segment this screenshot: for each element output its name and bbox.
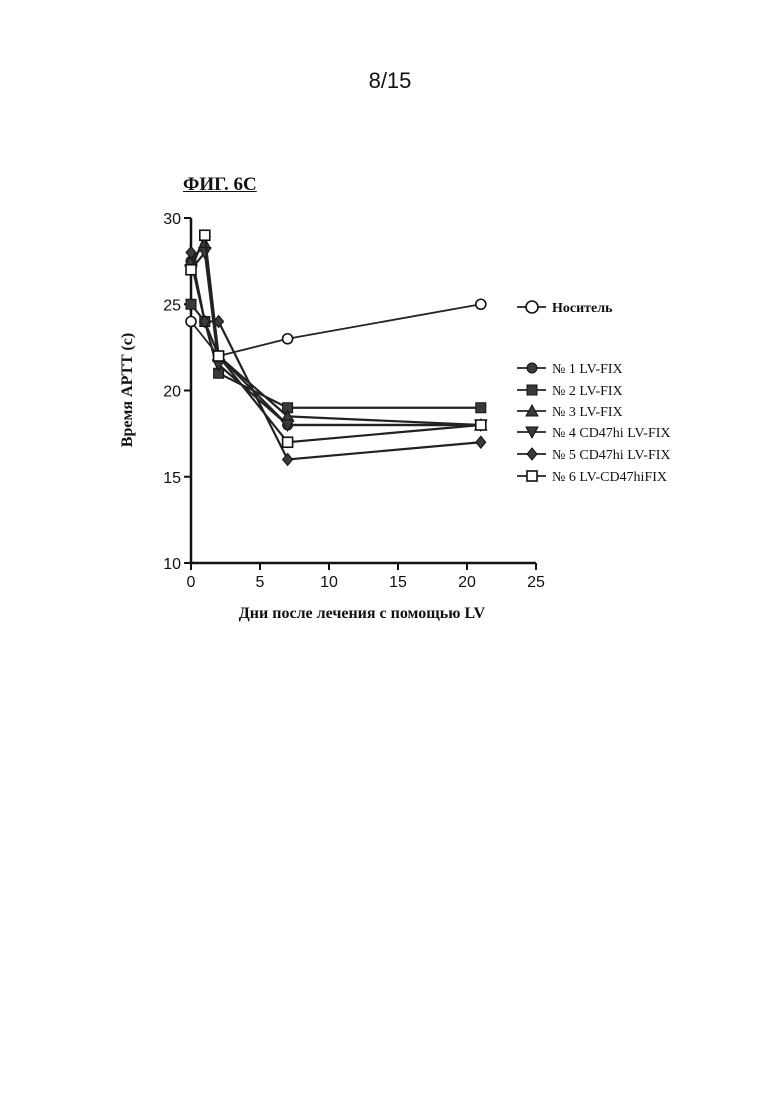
- legend-item-1: Носитель: [517, 301, 613, 316]
- legend-marker: [526, 301, 538, 313]
- legend-item-6: № 5 CD47hi LV-FIX: [517, 448, 671, 463]
- y-tick-label: 15: [163, 470, 181, 487]
- legend-marker: [527, 385, 537, 395]
- legend-item-5: № 4 CD47hi LV-FIX: [517, 426, 671, 441]
- series-3: [186, 299, 486, 413]
- series-line: [191, 304, 481, 356]
- legend-label: Носитель: [552, 301, 613, 316]
- series-line: [191, 261, 481, 425]
- legend-label: № 1 LV-FIX: [552, 362, 623, 377]
- legend-label: № 3 LV-FIX: [552, 405, 623, 420]
- x-axis-label: Дни после лечения с помощью LV: [239, 605, 486, 622]
- legend-item-4: № 3 LV-FIX: [517, 405, 623, 420]
- data-point: [186, 299, 196, 309]
- series-6: [186, 247, 486, 466]
- legend-label: № 5 CD47hi LV-FIX: [552, 448, 671, 463]
- data-point: [476, 403, 486, 413]
- data-point: [283, 437, 293, 447]
- data-point: [186, 317, 196, 327]
- x-tick-label: 10: [320, 574, 338, 591]
- series-4: [185, 238, 487, 430]
- y-tick-label: 30: [163, 211, 181, 228]
- data-point: [476, 420, 486, 430]
- legend-item-3: № 2 LV-FIX: [517, 384, 623, 399]
- y-tick-label: 20: [163, 384, 181, 401]
- series-line: [191, 304, 481, 408]
- data-point: [476, 299, 486, 309]
- legend: Носитель № 1 LV-FIX № 2 LV-FIX № 3 LV-FIX № …: [517, 301, 671, 485]
- series-2: [186, 256, 486, 430]
- legend-label: № 6 LV-CD47hiFIX: [552, 470, 667, 485]
- data-point: [476, 436, 486, 448]
- axes: 10 15 20 25 30 0 5 10 15 20 25: [163, 211, 545, 591]
- data-point: [200, 230, 210, 240]
- series-line: [191, 244, 481, 425]
- legend-item-2: № 1 LV-FIX: [517, 362, 623, 377]
- x-tick-label: 0: [187, 574, 196, 591]
- legend-marker: [527, 448, 537, 460]
- legend-marker: [527, 471, 537, 481]
- legend-label: № 2 LV-FIX: [552, 384, 623, 399]
- x-tick-label: 15: [389, 574, 407, 591]
- legend-label: № 4 CD47hi LV-FIX: [552, 426, 671, 441]
- series-7: [186, 230, 486, 447]
- data-point: [283, 334, 293, 344]
- series-layer: [185, 230, 487, 465]
- x-tick-label: 25: [527, 574, 545, 591]
- data-point: [186, 265, 196, 275]
- legend-marker: [527, 363, 537, 373]
- series-line: [191, 253, 481, 426]
- y-tick-label: 25: [163, 297, 181, 314]
- series-5: [185, 248, 487, 432]
- legend-item-7: № 6 LV-CD47hiFIX: [517, 470, 667, 485]
- x-tick-label: 20: [458, 574, 476, 591]
- data-point: [214, 351, 224, 361]
- data-point: [283, 454, 293, 466]
- series-1: [186, 299, 486, 361]
- x-tick-label: 5: [256, 574, 265, 591]
- y-tick-label: 10: [163, 556, 181, 573]
- y-axis-label: Время APTT (с): [119, 333, 136, 447]
- series-line: [191, 235, 481, 442]
